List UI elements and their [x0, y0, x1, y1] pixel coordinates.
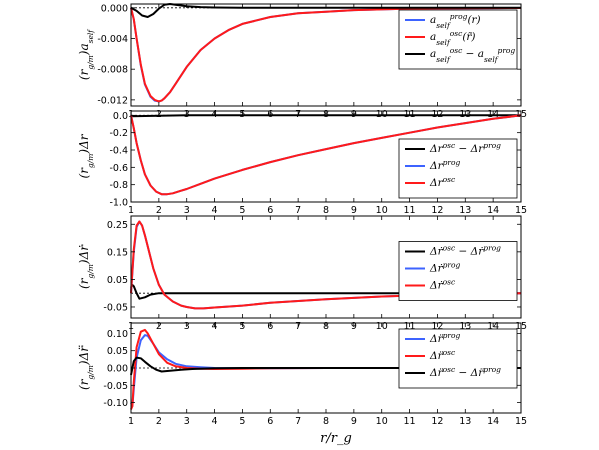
x-tick-label: 9: [351, 416, 357, 427]
series-line-red: [130, 7, 522, 103]
x-tick-label: 15: [515, 205, 527, 216]
x-tick-label: 1: [128, 416, 134, 427]
y-axis-label: (rg/m)Δr̈: [77, 345, 95, 390]
panel-3: 1234567891011121314150.250.150.05-0.05(r…: [77, 215, 527, 332]
x-tick-label: 3: [184, 416, 190, 427]
x-tick-label: 12: [431, 205, 443, 216]
x-tick-label: 4: [212, 416, 218, 427]
legend-label: aselfosc − aselfprog: [430, 46, 515, 64]
legend-label: Δṙosc − Δṙprog: [429, 243, 501, 258]
legend-label: Δr̈osc − Δr̈prog: [429, 365, 501, 380]
x-tick-label: 9: [351, 205, 357, 216]
x-tick-label: 15: [515, 416, 527, 427]
x-tick-label: 2: [156, 205, 162, 216]
y-tick-label: 0.000: [101, 3, 128, 14]
x-tick-label: 1: [128, 205, 134, 216]
x-tick-label: 4: [212, 205, 218, 216]
legend-label: Δr̈prog: [429, 331, 461, 346]
x-axis-label: r/r_g: [320, 431, 352, 446]
legend-label: Δṙosc: [429, 277, 456, 292]
panel-4: 1 2 3 4 5 6 7 8 9 10 11 12 13 14 150.100.050.00-0.05-0…: [77, 322, 527, 427]
x-tick-label: 5: [239, 205, 245, 216]
x-tick-label: 8: [323, 205, 329, 216]
legend-label: Δṙprog: [429, 260, 461, 275]
series-line-black: [130, 356, 521, 376]
x-tick-label: 7: [295, 416, 301, 427]
legend-label: Δrprog: [429, 158, 461, 173]
y-tick-label: -0.05: [103, 302, 128, 313]
series-line-black: [130, 114, 521, 118]
x-tick-label: 2: [156, 416, 162, 427]
legend: Δṙosc − Δṙprog Δṙprog Δṙosc: [398, 241, 518, 301]
y-tick-label: 0.05: [107, 346, 128, 357]
y-tick-label: 0.0: [113, 111, 128, 122]
y-tick-label: 0.00: [107, 364, 128, 375]
x-tick-label: 3: [184, 205, 190, 216]
panel-2: 1 2 3 4 5 6 7 8 9 10 11 12 13 14 150.0-0.2-0.4-0.6-0.8…: [77, 110, 527, 216]
y-tick-label: 0.15: [107, 247, 128, 258]
series-line-red: [130, 220, 522, 310]
y-tick-label: -1.0: [109, 198, 128, 209]
y-tick-label: 0.10: [107, 329, 128, 340]
legend-label: Δr̈osc: [429, 348, 456, 363]
x-tick-label: 11: [404, 205, 416, 216]
legend: Δr̈prog Δr̈osc Δr̈osc − Δr̈prog: [398, 328, 518, 389]
x-tick-label: 7: [295, 205, 301, 216]
series-line-black: [130, 3, 521, 18]
x-tick-label: 12: [431, 416, 443, 427]
y-tick-label: -0.05: [103, 381, 128, 392]
legend-label: aselfosc(r̃): [430, 29, 476, 47]
y-tick-label: -0.2: [109, 128, 128, 139]
x-tick-label: 11: [404, 416, 416, 427]
legend: aselfprog(r)aselfosc(r̃)aselfosc − aself…: [398, 9, 518, 70]
y-tick-label: -0.6: [109, 163, 128, 174]
x-tick-label: 5: [239, 416, 245, 427]
legend: Δrosc − Δrprog Δrprog Δrosc: [398, 138, 518, 199]
x-tick-label: 8: [323, 416, 329, 427]
series-line-black: [130, 283, 521, 300]
x-tick-label: 10: [376, 205, 388, 216]
y-tick-label: -0.012: [97, 95, 128, 106]
y-tick-label: 0.25: [107, 220, 128, 231]
legend-label: Δrosc: [429, 175, 456, 190]
y-tick-label: -0.008: [97, 65, 128, 76]
panels-group: 1234567891011121314150.000-0.004-0.008-0…: [77, 3, 527, 427]
panel-1: 1234567891011121314150.000-0.004-0.008-0…: [77, 3, 527, 120]
legend-label: Δrosc − Δrprog: [429, 141, 501, 156]
series-line-red: [130, 114, 522, 196]
y-tick-label: -0.10: [103, 398, 128, 409]
x-tick-label: 14: [487, 205, 499, 216]
y-axis-label: (rg/m)Δr: [77, 133, 95, 178]
y-axis-label: (rg/m)Δṙ: [77, 244, 95, 289]
x-tick-label: 10: [376, 416, 388, 427]
y-tick-label: -0.4: [109, 146, 128, 157]
y-tick-label: -0.004: [97, 34, 128, 45]
legend-label: aselfprog(r): [430, 12, 481, 30]
y-axis-label: (rg/m)aself: [77, 29, 95, 80]
y-tick-label: 0.05: [107, 275, 128, 286]
x-tick-label: 6: [267, 205, 273, 216]
y-tick-label: -0.8: [109, 180, 128, 191]
x-tick-label: 14: [487, 416, 499, 427]
x-tick-label: 6: [267, 416, 273, 427]
x-tick-label: 13: [459, 416, 471, 427]
x-tick-label: 13: [459, 205, 471, 216]
